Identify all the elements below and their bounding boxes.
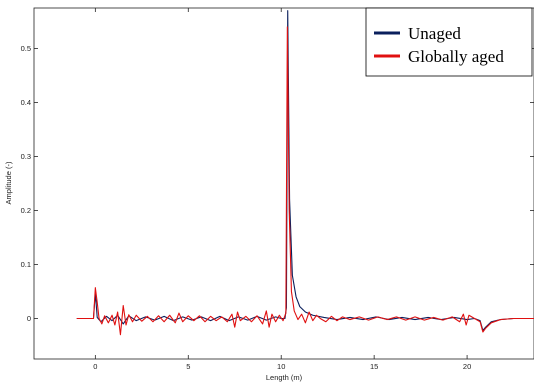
series-layer (76, 10, 534, 336)
legend-label-unaged: Unaged (408, 24, 461, 43)
y-tick-label: 0.5 (21, 44, 31, 53)
y-tick-label: 0.4 (21, 98, 31, 107)
y-tick-label: 0.2 (21, 206, 31, 215)
y-tick-label: 0.1 (21, 260, 31, 269)
legend-label-globally-aged: Globally aged (408, 47, 504, 66)
legend: Unaged Globally aged (365, 7, 533, 77)
series-line-globally-aged (76, 26, 534, 336)
x-tick-label: 20 (463, 362, 471, 371)
x-tick-label: 15 (370, 362, 378, 371)
x-tick-label: 5 (186, 362, 190, 371)
legend-box (365, 7, 533, 77)
x-axis-title: Length (m) (266, 373, 303, 382)
x-tick-label: 0 (93, 362, 97, 371)
y-tick-label: 0.3 (21, 152, 31, 161)
y-axis-title: Amplitude (-) (4, 161, 13, 204)
x-tick-label: 10 (277, 362, 285, 371)
y-tick-label: 0 (27, 314, 31, 323)
